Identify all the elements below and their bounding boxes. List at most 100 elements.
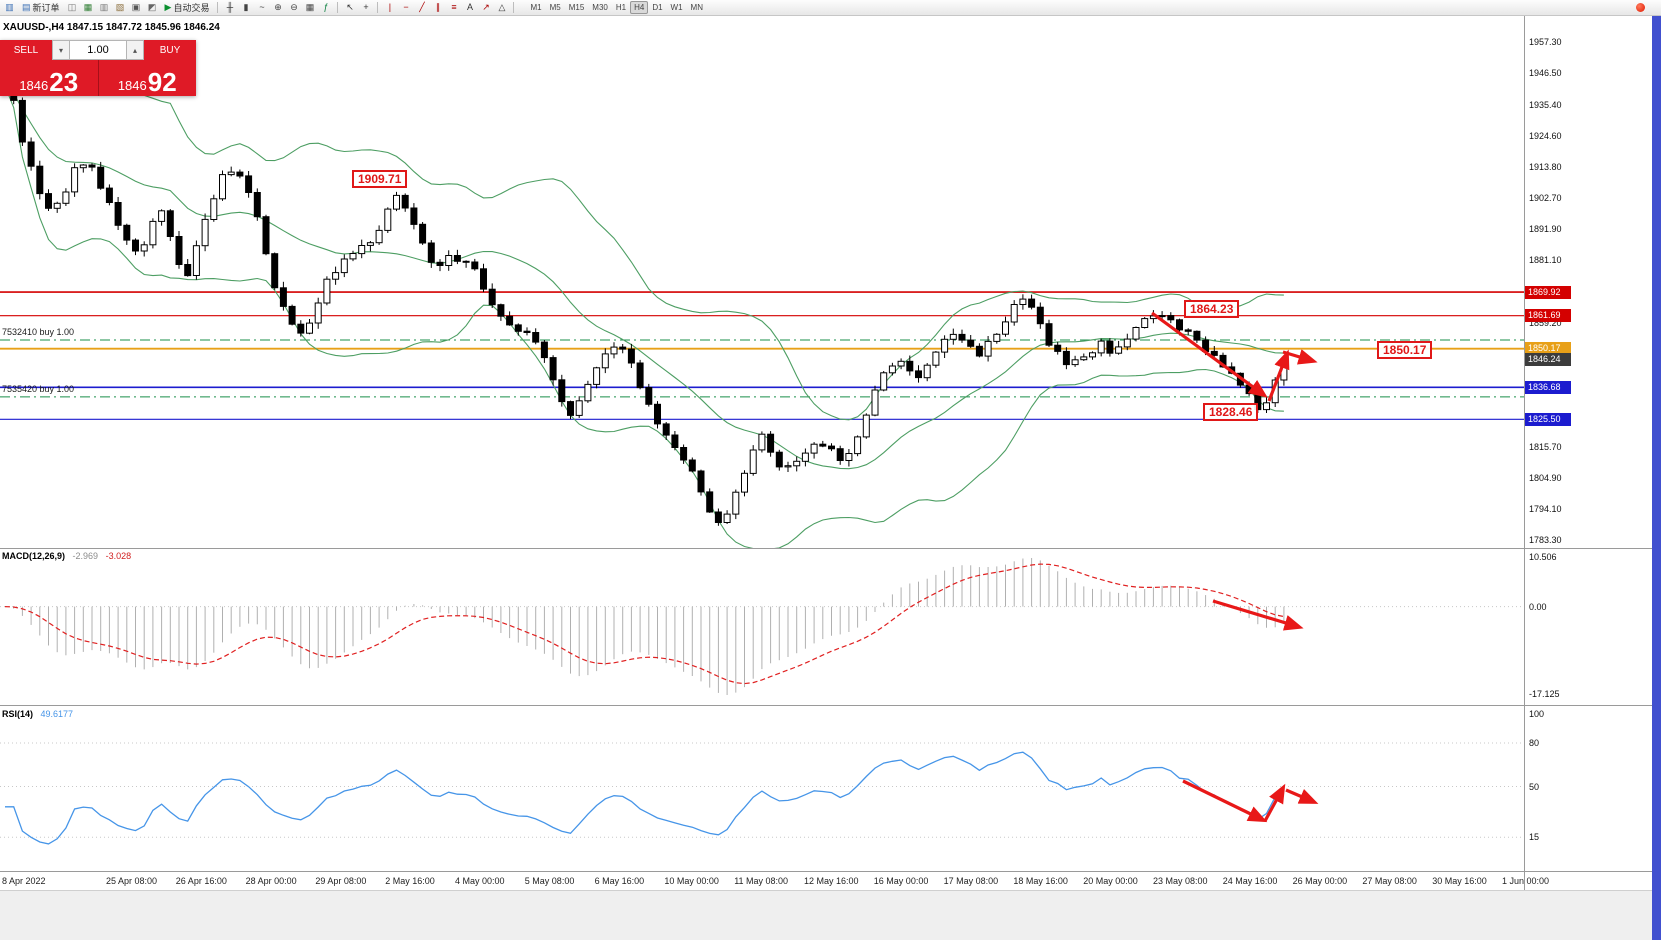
timeframe-M15[interactable]: M15 [568,3,585,12]
data-window-icon[interactable]: ▥ [99,2,109,12]
macd-panel[interactable] [0,548,1524,705]
vertical-scrollbar[interactable] [1652,0,1661,940]
time-axis-label: 29 Apr 08:00 [315,876,367,886]
text-icon[interactable]: A [466,2,473,12]
price-axis[interactable]: 1957.30 1946.50 1935.40 1924.60 1913.80 1902.… [1525,16,1652,872]
macd-scale-label: 0.00 [1529,601,1547,612]
new-order-button[interactable]: ▤ 新订单 [18,1,64,14]
price-tick: 1946.50 [1529,67,1562,78]
line-chart-icon[interactable]: ~ [259,2,265,12]
price-tick: 1859.20 [1529,317,1562,328]
auto-trading-button[interactable]: ▶ 自动交易 [161,1,214,14]
price-tick: 1804.90 [1529,473,1562,484]
notification-dot-icon[interactable] [1636,3,1645,12]
horizontal-line-icon[interactable]: − [403,2,409,12]
time-axis-label: 17 May 08:00 [943,876,999,886]
rsi-scale-label: 100 [1529,709,1545,719]
sell-button[interactable]: SELL [0,40,52,60]
timeframe-H4[interactable]: H4 [630,1,649,14]
terminal-icon[interactable]: ▣ [131,2,141,12]
time-axis-label: 30 May 16:00 [1432,876,1487,886]
price-tick: 1913.80 [1529,161,1562,172]
time-axis-label: 18 May 16:00 [1013,876,1068,886]
price-axis-separator [1524,16,1525,890]
panel-separator [0,871,1661,872]
buy-button[interactable]: BUY [144,40,196,60]
time-axis-label: 27 May 08:00 [1362,876,1417,886]
macd-signal-value: -3.028 [105,551,132,561]
time-axis-label: 4 May 00:00 [455,876,505,886]
price-annotation: 1909.71 [352,170,408,188]
strategy-tester-icon[interactable]: ◩ [147,2,157,12]
price-tick: 1783.30 [1529,535,1562,546]
time-axis-label: 23 May 08:00 [1153,876,1208,886]
rsi-label: RSI(14) 49.6177 [2,709,74,719]
candlestick-chart[interactable] [0,16,1524,548]
market-watch-icon[interactable]: ▦ [83,2,93,12]
cursor-icon[interactable]: ↖ [346,2,354,12]
zoom-out-icon[interactable]: ⊖ [290,2,298,12]
macd-scale-label: 10.506 [1529,552,1557,562]
lot-increase-button[interactable]: ▴ [126,40,144,60]
price-badge: 1825.50 [1525,412,1571,426]
panel-separator[interactable] [0,548,1661,549]
rsi-scale-label: 80 [1529,738,1540,748]
toolbar: ▥ ▤ 新订单 ◫ ▦ ▥ ▧ ▣ ◩ ▶ 自动交易 ╫ ▮ ~ ⊕ ⊖ ▦ ƒ… [0,0,1661,16]
timeframe-M30[interactable]: M30 [592,3,608,12]
zoom-in-icon[interactable]: ⊕ [274,2,282,12]
buy-price-pips: 92 [147,66,177,97]
lot-size-field[interactable]: 1.00 [70,40,126,60]
bar-chart-icon[interactable]: ╫ [226,2,234,12]
panel-separator[interactable] [0,705,1661,706]
macd-label: MACD(12,26,9) -2.969 -3.028 [2,551,132,561]
price-badge: 1869.92 [1525,285,1571,299]
time-axis[interactable]: 8 Apr 2022 25 Apr 08:00 26 Apr 16:00 28 Apr… [0,872,1549,890]
tile-windows-icon[interactable]: ▦ [305,2,315,12]
fibonacci-icon[interactable]: ≡ [451,2,457,12]
rsi-scale-label: 50 [1529,781,1540,792]
time-axis-label: 10 May 00:00 [664,876,719,886]
rsi-panel[interactable] [0,705,1524,872]
timeframe-W1[interactable]: W1 [670,3,683,12]
price-annotation: 1828.46 [1203,403,1259,421]
open-order-label: 7535420 buy 1.00 [2,383,75,394]
timeframe-MN[interactable]: MN [690,3,703,12]
time-axis-label: 1 Jun 00:00 [1502,876,1550,886]
arrows-icon[interactable]: ↗ [482,2,490,12]
sell-price-button[interactable]: 1846 23 [0,60,99,96]
price-tick: 1957.30 [1529,37,1562,48]
one-click-trade-panel: SELL ▾ 1.00 ▴ BUY 1846 23 1846 92 [0,40,196,96]
rsi-scale-label: 15 [1529,832,1540,843]
macd-scale-label: -17.125 [1529,689,1560,699]
time-axis-label: 25 Apr 08:00 [106,876,158,886]
timeframe-D1[interactable]: D1 [652,3,663,12]
price-annotation: 1850.17 [1377,341,1433,359]
time-axis-label: 11 May 08:00 [734,876,789,886]
crosshair-icon[interactable]: + [363,2,369,12]
price-badge: 1850.17 [1525,342,1571,356]
macd-main-value: -2.969 [72,551,99,561]
indicators-icon[interactable]: ƒ [323,2,329,12]
timeframe-M1[interactable]: M1 [530,3,542,12]
profile-icon[interactable]: ◫ [67,2,77,12]
toolbar-separator [217,2,219,13]
price-tick: 1902.70 [1529,193,1562,204]
vertical-line-icon[interactable]: | [388,2,392,12]
timeframe-M5[interactable]: M5 [549,3,561,12]
price-tick: 1815.70 [1529,442,1562,453]
charts-icon[interactable]: ▥ [5,2,14,12]
trendline-icon[interactable]: ╱ [419,2,425,12]
timeframe-H1[interactable]: H1 [615,3,627,12]
buy-price-button[interactable]: 1846 92 [99,60,197,96]
lot-decrease-button[interactable]: ▾ [52,40,70,60]
candlestick-icon[interactable]: ▮ [243,2,249,12]
status-strip [0,890,1652,940]
time-axis-label: 8 Apr 2022 [2,876,46,886]
toolbar-separator [513,2,515,13]
navigator-icon[interactable]: ▧ [115,2,125,12]
chart-ohlc-header: XAUUSD-,H4 1847.15 1847.72 1845.96 1846.… [3,22,220,33]
channel-icon[interactable]: ∥ [435,2,441,12]
auto-trading-icon: ▶ [164,2,172,12]
time-axis-label: 5 May 08:00 [524,876,575,886]
shapes-icon[interactable]: △ [498,2,506,12]
